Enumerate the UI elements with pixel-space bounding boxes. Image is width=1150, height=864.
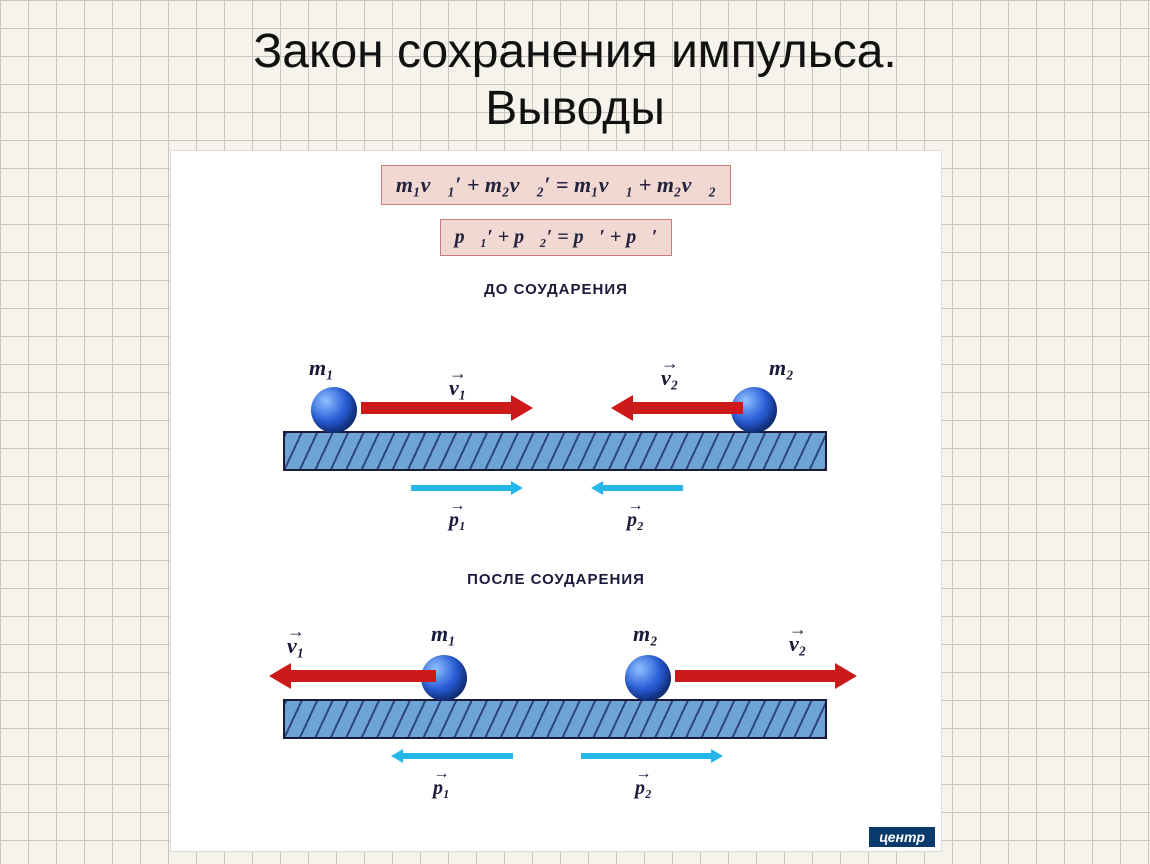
ball-m1-before	[311, 387, 357, 433]
arrow-p2-before	[591, 481, 683, 495]
lbl-m1-before: m₁	[309, 355, 334, 381]
arrow-p1-before	[411, 481, 523, 495]
lbl-p1-before: p₁	[449, 503, 466, 532]
lbl-p2-before: p₂	[627, 503, 644, 532]
arrow-p1-after	[391, 749, 513, 763]
arrow-v2-before	[611, 395, 743, 421]
lbl-m2-after: m₂	[633, 621, 658, 647]
arrow-p2-after	[581, 749, 723, 763]
lbl-m2-before: m₂	[769, 355, 794, 381]
lbl-m1-after: m₁	[431, 621, 456, 647]
page-title: Закон сохранения импульса. Выводы	[0, 24, 1150, 137]
watermark: центр	[869, 827, 935, 847]
label-after: ПОСЛЕ СОУДАРЕНИЯ	[171, 571, 941, 588]
title-line-2: Выводы	[485, 82, 665, 135]
title-line-1: Закон сохранения импульса.	[253, 25, 897, 78]
surface-before	[283, 431, 827, 471]
formula-main: m₁v⃗₁′ + m₂v⃗₂′ = m₁v⃗₁ + m₂v⃗₂	[381, 165, 731, 205]
arrow-v1-before	[361, 395, 533, 421]
diagram-slide: m₁v⃗₁′ + m₂v⃗₂′ = m₁v⃗₁ + m₂v⃗₂ p⃗₁′ + p…	[170, 150, 942, 852]
arrow-v1-after	[269, 663, 436, 689]
lbl-p1-after: p₁	[433, 771, 450, 800]
lbl-v1-before: v₁	[449, 369, 466, 401]
surface-after	[283, 699, 827, 739]
lbl-v2-before: v₂	[661, 359, 678, 391]
formula-p: p⃗₁′ + p⃗₂′ = p⃗′ + p⃗′	[440, 219, 673, 256]
ball-m2-after	[625, 655, 671, 701]
label-before: ДО СОУДАРЕНИЯ	[171, 281, 941, 298]
formula-p-wrap: p⃗₁′ + p⃗₂′ = p⃗′ + p⃗′	[171, 219, 941, 256]
arrow-v2-after	[675, 663, 857, 689]
formula-main-wrap: m₁v⃗₁′ + m₂v⃗₂′ = m₁v⃗₁ + m₂v⃗₂	[171, 165, 941, 205]
lbl-p2-after: p₂	[635, 771, 652, 800]
lbl-v1-after: v₁	[287, 627, 304, 659]
lbl-v2-after: v₂	[789, 625, 806, 657]
